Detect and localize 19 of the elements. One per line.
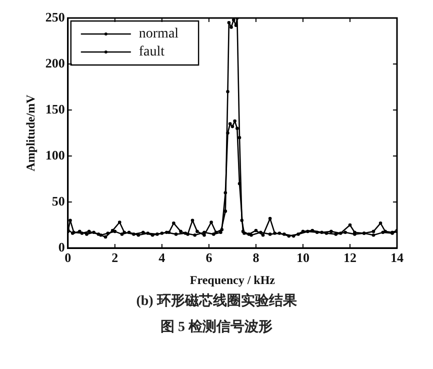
y-tick-label: 150 xyxy=(45,101,65,116)
y-axis-title: Amplitude/mV xyxy=(23,94,38,172)
x-axis-title: Frequency / kHz xyxy=(190,272,276,287)
x-tick-label: 6 xyxy=(206,250,213,266)
x-tick-label: 4 xyxy=(158,250,166,266)
y-tick-label: 250 xyxy=(45,9,65,24)
legend-label: normal xyxy=(138,26,179,42)
x-tick-label: 14 xyxy=(390,250,404,266)
x-tick-label: 12 xyxy=(343,250,356,266)
x-tick-label: 8 xyxy=(252,250,260,266)
y-tick-label: 0 xyxy=(58,239,65,254)
caption: 图 5 检测信号波形 xyxy=(160,318,274,336)
legend-label: fault xyxy=(138,44,165,60)
x-tick-label: 2 xyxy=(112,250,118,266)
y-tick-label: 200 xyxy=(45,55,65,70)
y-tick-label: 100 xyxy=(45,147,65,162)
y-tick-label: 50 xyxy=(52,193,65,208)
text: (b) 环形磁芯线圈实验结果 xyxy=(135,292,298,310)
x-tick-label: 10 xyxy=(296,250,310,266)
